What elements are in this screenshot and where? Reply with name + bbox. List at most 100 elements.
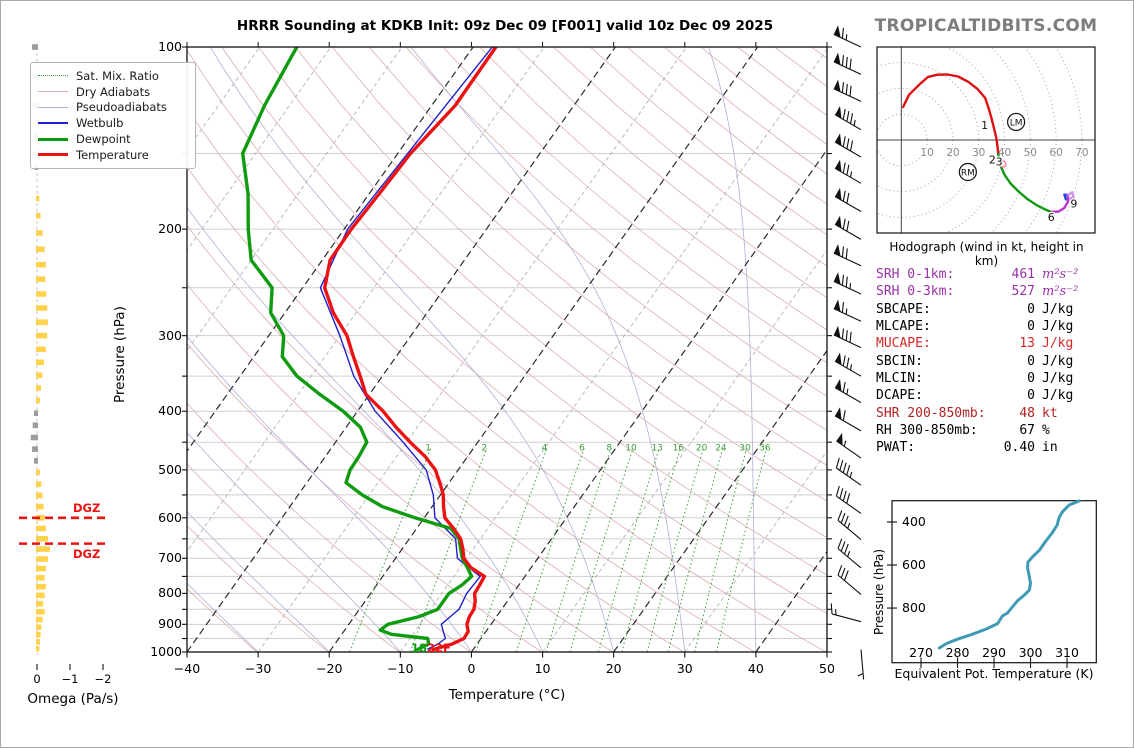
isotherm-line — [187, 47, 616, 652]
stat-row: PWAT: 0.40 in — [876, 439, 1100, 456]
stat-label: SBCAPE: — [876, 301, 931, 317]
stat-row: MLCIN: 0 J/kg — [876, 370, 1100, 387]
omega-bar — [36, 359, 44, 366]
stat-value: 67 — [1019, 422, 1035, 438]
skewt-frame — [186, 46, 828, 653]
omega-bar — [36, 469, 40, 476]
stat-value: 0 — [1027, 353, 1035, 369]
dry-adiabat-line — [442, 47, 827, 364]
hodograph-height-label: 2 — [989, 154, 996, 167]
stat-row: RH 300-850mb: 67% — [876, 422, 1100, 439]
theta-e-x-tick-label: 300 — [1018, 644, 1043, 660]
omega-bar — [36, 575, 45, 581]
stat-value: 48 — [1019, 405, 1035, 421]
omega-bar — [36, 385, 41, 391]
skewt-plot-area: 1 2 4 6 8 10 13 16 20 24 30 36 — [187, 47, 827, 652]
theta-e-x-tick-label: 280 — [945, 644, 970, 660]
storm-motion-marker — [1007, 112, 1026, 132]
wind-barb — [837, 510, 862, 541]
stat-unit: in — [1042, 440, 1058, 456]
legend-item-label: Dry Adiabats — [76, 84, 151, 99]
mixing-ratio-label: 2 — [481, 444, 487, 454]
omega-bar — [36, 332, 48, 339]
hodograph-area: 10 20 30 40 50 60 70 1 2 3 6 9 LM RM — [877, 47, 1095, 233]
dry-adiabat-line — [187, 283, 613, 652]
mixing-ratio-line — [621, 447, 681, 652]
omega-bar — [30, 434, 38, 441]
omega-bar — [32, 422, 38, 429]
stat-label: SRH 0-3km: — [876, 284, 955, 300]
legend-item-label: Sat. Mix. Ratio — [76, 68, 159, 83]
temperature-curve — [323, 47, 498, 652]
isotherm-line — [187, 47, 403, 352]
mixing-ratio-label: 24 — [715, 444, 727, 454]
omega-bar — [36, 291, 47, 297]
omega-bar — [36, 212, 41, 219]
mixing-ratio-label: 36 — [759, 444, 771, 454]
wind-barb — [834, 378, 862, 404]
theta-e-y-tick-label: 600 — [902, 557, 926, 573]
pressure-tick-label: 700 — [158, 550, 182, 566]
hodograph-trace — [901, 73, 1000, 156]
pseudoadiabat-line — [187, 582, 259, 652]
temp-tick-label: 50 — [819, 661, 835, 676]
legend-item-label: Temperature — [76, 147, 149, 162]
pseudoadiabat-line — [209, 47, 615, 652]
omega-bar — [36, 246, 45, 253]
stat-value: 0.40 — [1003, 440, 1035, 456]
hodograph-ring-label: 60 — [1049, 147, 1062, 159]
wind-barb — [837, 538, 862, 569]
theta-e-x-tick-label: 290 — [982, 644, 1006, 660]
stat-value: 527 — [1011, 284, 1035, 300]
wind-barb — [836, 432, 862, 459]
legend-line-sample-mix — [38, 75, 68, 77]
hodograph-height-label: 9 — [1070, 197, 1077, 210]
dewpoint-curve — [241, 47, 474, 652]
hodograph-ring-label: 50 — [1024, 147, 1037, 159]
stat-label: SBCIN: — [876, 353, 923, 369]
wind-barb — [834, 407, 862, 432]
stat-unit: J/kg — [1042, 370, 1074, 386]
temp-tick-label: −10 — [387, 661, 414, 676]
dry-adiabat-line — [187, 402, 471, 652]
wind-barb — [834, 352, 862, 377]
wind-barb — [857, 649, 865, 680]
stat-unit: % — [1042, 422, 1050, 438]
temp-tick-label: 40 — [747, 661, 764, 676]
wind-barb — [835, 457, 862, 486]
pressure-tick-label: 800 — [158, 585, 182, 601]
isotherm-line — [187, 47, 474, 453]
isotherm-line — [399, 48, 827, 652]
omega-bar — [36, 631, 41, 638]
stat-value: 0 — [1027, 301, 1035, 317]
omega-bar — [36, 397, 40, 404]
pressure-tick-label: 600 — [158, 509, 182, 525]
legend-line-sample-wet — [38, 122, 68, 125]
pressure-tick-label: 300 — [158, 327, 182, 343]
wind-barb — [830, 603, 862, 623]
omega-bar — [36, 261, 46, 268]
legend-line-sample-dew — [38, 137, 68, 141]
stat-label: DCAPE: — [876, 388, 923, 404]
legend-item: Dry Adiabats — [38, 84, 188, 100]
wind-barb — [834, 215, 862, 240]
hodograph-ring-label: 20 — [946, 147, 959, 159]
mixing-ratio-line — [646, 447, 705, 652]
wind-barb — [834, 187, 862, 212]
hodograph-trace — [997, 153, 1053, 214]
mixing-ratio-line — [349, 447, 432, 652]
hodograph-ring-label: 70 — [1075, 147, 1088, 159]
wind-barb — [833, 272, 862, 295]
mixing-ratio-label: 10 — [625, 444, 637, 454]
storm-motion-dot — [999, 160, 1007, 168]
stat-row: SRH 0-1km: 461 m²s⁻² — [876, 266, 1100, 283]
temp-tick-label: −40 — [173, 661, 201, 676]
dry-adiabat-line — [187, 342, 542, 652]
surface-temp-dew-labels: 1822F — [411, 641, 451, 655]
isotherm-line — [613, 349, 827, 652]
legend-item: Wetbulb — [38, 115, 188, 131]
omega-bar — [34, 457, 38, 464]
mixing-ratio-label: 30 — [739, 444, 751, 454]
stat-value: 461 — [1011, 267, 1035, 283]
stat-label: MLCAPE: — [876, 319, 931, 335]
